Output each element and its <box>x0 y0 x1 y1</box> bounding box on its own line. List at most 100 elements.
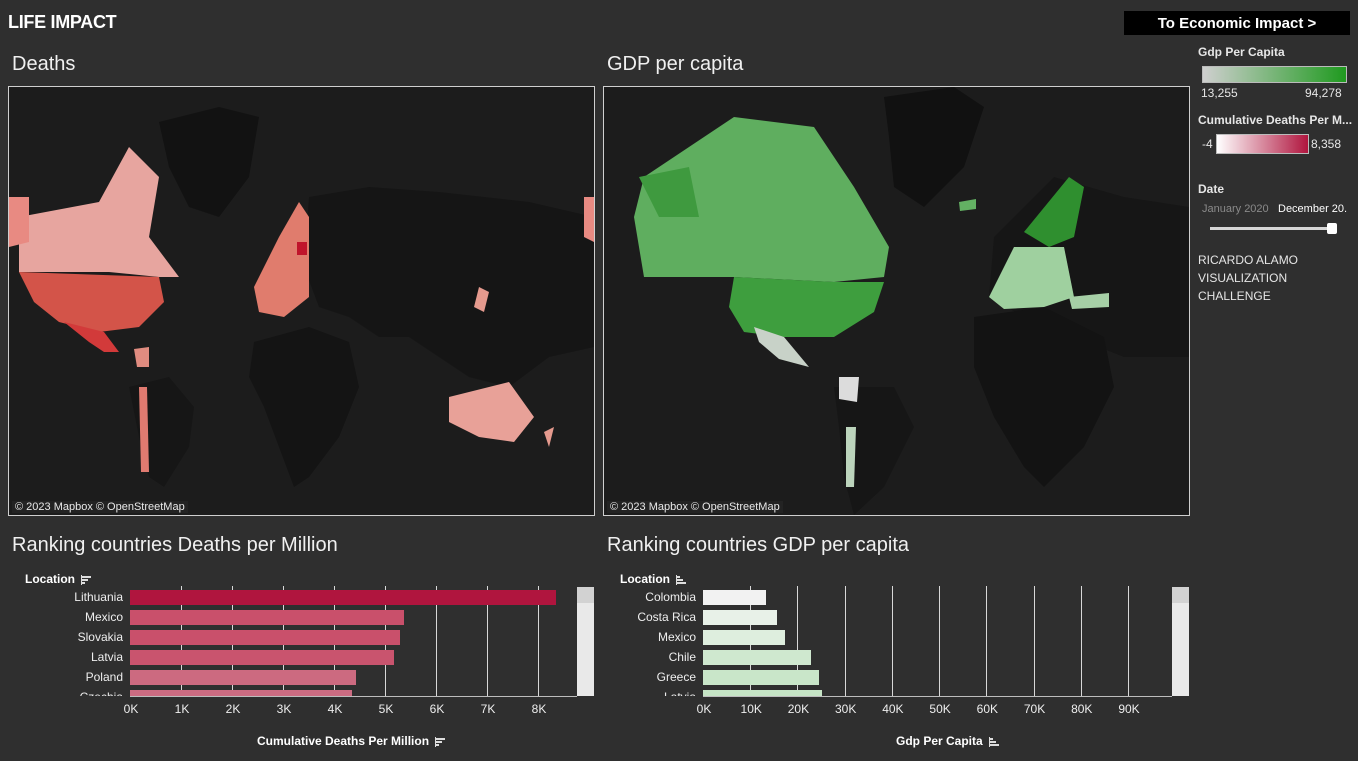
x-tick-label: 1K <box>174 702 190 716</box>
lithuania-shape <box>297 242 307 255</box>
sort-ascending-icon[interactable] <box>676 574 687 585</box>
bar[interactable] <box>130 630 401 645</box>
deaths-map[interactable]: © 2023 Mapbox © OpenStreetMap <box>8 86 595 516</box>
turkey-shape <box>1069 293 1109 309</box>
mapbox-credit[interactable]: © 2023 Mapbox <box>610 501 688 513</box>
bar[interactable] <box>703 670 820 685</box>
gridline <box>1128 586 1129 696</box>
x-tick-label: 50K <box>929 702 951 716</box>
eurasia-land <box>304 187 594 387</box>
category-label[interactable]: Mexico <box>84 610 123 624</box>
bar[interactable] <box>130 610 405 625</box>
category-label[interactable]: Poland <box>85 670 123 684</box>
deaths-map-title: Deaths <box>12 53 76 75</box>
europe-shape <box>254 202 309 317</box>
gridline <box>538 586 539 696</box>
bar[interactable] <box>130 690 352 696</box>
category-label[interactable]: Chile <box>668 650 696 664</box>
gridline <box>797 586 799 696</box>
bar[interactable] <box>703 690 822 696</box>
usa-shape <box>19 272 164 332</box>
gridline <box>844 586 846 696</box>
gdp-scroll-thumb[interactable] <box>1172 587 1189 603</box>
gridline <box>436 586 437 696</box>
category-label[interactable]: Greece <box>656 670 696 684</box>
gridline <box>986 586 988 696</box>
x-tick-label: 60K <box>976 702 998 716</box>
bar[interactable] <box>703 590 766 605</box>
mexico-shape <box>754 327 809 367</box>
sort-ascending-icon[interactable] <box>989 736 1000 747</box>
gdp-location-header[interactable]: Location <box>620 572 687 586</box>
category-label[interactable]: Slovakia <box>77 630 123 644</box>
gdp-ranking-scrollbar[interactable] <box>1172 587 1189 696</box>
deaths-legend-title: Cumulative Deaths Per M... <box>1198 113 1353 127</box>
x-tick-label: 0K <box>696 702 712 716</box>
deaths-axis-title-wrap[interactable]: Cumulative Deaths Per Million <box>257 734 446 748</box>
greenland-land <box>884 87 984 207</box>
date-range-start: January 2020 <box>1202 203 1269 215</box>
south-america-land <box>129 377 194 487</box>
x-tick-label: 40K <box>882 702 904 716</box>
category-label[interactable]: Mexico <box>657 630 696 644</box>
australia-shape <box>449 382 534 442</box>
author-credit-line: VISUALIZATION <box>1198 271 1288 285</box>
x-tick-label: 4K <box>327 702 343 716</box>
deaths-legend-max: 8,358 <box>1311 137 1342 151</box>
mapbox-credit[interactable]: © 2023 Mapbox <box>15 501 93 513</box>
deaths-ranking-scrollbar[interactable] <box>577 587 594 696</box>
bar[interactable] <box>703 610 777 625</box>
deaths-scroll-thumb[interactable] <box>577 587 594 603</box>
category-label[interactable]: Latvia <box>593 690 696 696</box>
osm-credit[interactable]: © OpenStreetMap <box>95 501 185 513</box>
dashboard-title: LIFE IMPACT <box>8 12 117 32</box>
deaths-location-header[interactable]: Location <box>25 572 92 586</box>
chile-shape <box>846 427 856 487</box>
osm-credit[interactable]: © OpenStreetMap <box>690 501 780 513</box>
x-tick-label: 5K <box>378 702 394 716</box>
date-slider-handle[interactable] <box>1327 223 1337 234</box>
category-label[interactable]: Colombia <box>645 590 696 604</box>
bar[interactable] <box>130 670 356 685</box>
africa-land <box>974 307 1114 487</box>
gdp-map-credit[interactable]: © 2023 Mapbox © OpenStreetMap <box>607 501 783 513</box>
category-label[interactable]: Czechia <box>20 690 123 696</box>
author-credit: RICARDO ALAMO VISUALIZATION CHALLENGE <box>1198 251 1298 305</box>
x-tick-label: 30K <box>834 702 857 716</box>
canada-shape <box>19 147 179 277</box>
bar[interactable] <box>703 650 811 665</box>
category-label[interactable]: Lithuania <box>74 590 123 604</box>
gridline <box>1080 586 1082 696</box>
date-slider-track[interactable] <box>1210 227 1334 230</box>
new-zealand-shape <box>544 427 554 447</box>
x-tick-label: 0K <box>123 702 139 716</box>
deaths-color-ramp <box>1216 134 1309 154</box>
economic-impact-button[interactable]: To Economic Impact > <box>1124 11 1350 35</box>
gdp-ranking-title: Ranking countries GDP per capita <box>607 534 910 556</box>
x-tick-label: 6K <box>429 702 445 716</box>
russia-east-shape <box>584 197 594 242</box>
deaths-map-credit[interactable]: © 2023 Mapbox © OpenStreetMap <box>12 501 188 513</box>
bar[interactable] <box>130 650 395 665</box>
alaska-shape <box>9 197 29 247</box>
x-axis-line <box>703 696 1172 697</box>
gdp-map-title: GDP per capita <box>607 53 744 75</box>
x-tick-label: 8K <box>531 702 547 716</box>
category-label[interactable]: Latvia <box>90 650 123 664</box>
bar[interactable] <box>130 590 557 605</box>
sort-icon[interactable] <box>81 574 92 585</box>
scandinavia-shape <box>1024 177 1084 247</box>
gdp-axis-title-wrap[interactable]: Gdp Per Capita <box>896 734 1000 748</box>
sort-icon[interactable] <box>435 736 446 747</box>
date-filter-title: Date <box>1198 182 1225 196</box>
x-tick-label: 90K <box>1118 702 1140 716</box>
greenland-land <box>159 107 259 217</box>
colombia-shape <box>134 347 149 367</box>
x-tick-label: 80K <box>1071 702 1093 716</box>
deaths-axis-title: Cumulative Deaths Per Million <box>257 734 430 748</box>
bar[interactable] <box>703 630 785 645</box>
gridline <box>939 586 941 696</box>
deaths-legend-min: -4 <box>1202 137 1213 151</box>
gdp-map[interactable]: © 2023 Mapbox © OpenStreetMap <box>603 86 1190 516</box>
category-label[interactable]: Costa Rica <box>637 610 696 624</box>
